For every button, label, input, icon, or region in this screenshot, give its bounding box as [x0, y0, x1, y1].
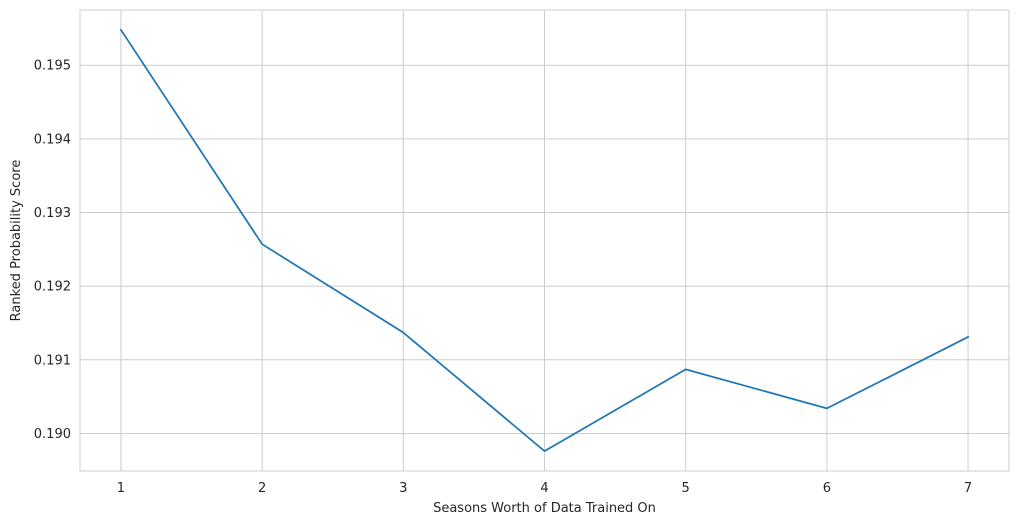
x-tick-label: 1 — [117, 481, 125, 496]
y-tick-label: 0.191 — [34, 353, 71, 368]
x-tick-label: 7 — [964, 481, 972, 496]
plot-frame — [79, 9, 1010, 472]
x-tick-label: 4 — [540, 481, 548, 496]
y-axis-label: Ranked Probability Score — [9, 160, 24, 322]
y-tick-label: 0.192 — [34, 280, 71, 295]
grid-lines — [80, 10, 1009, 471]
y-tick-label: 0.190 — [34, 427, 71, 442]
y-tick-label: 0.195 — [34, 59, 71, 74]
y-tick-label: 0.194 — [34, 132, 71, 147]
x-tick-labels: 1 2 3 4 5 6 7 — [117, 481, 972, 496]
series-line — [119, 28, 970, 452]
x-axis-label: Seasons Worth of Data Trained On — [433, 501, 656, 516]
x-tick-label: 3 — [399, 481, 407, 496]
x-tick-label: 2 — [258, 481, 266, 496]
y-tick-labels: 0.190 0.191 0.192 0.193 0.194 0.195 — [34, 59, 71, 442]
y-tick-label: 0.193 — [34, 206, 71, 221]
series-layer — [119, 28, 970, 452]
x-tick-label: 6 — [823, 481, 831, 496]
x-tick-label: 5 — [682, 481, 690, 496]
